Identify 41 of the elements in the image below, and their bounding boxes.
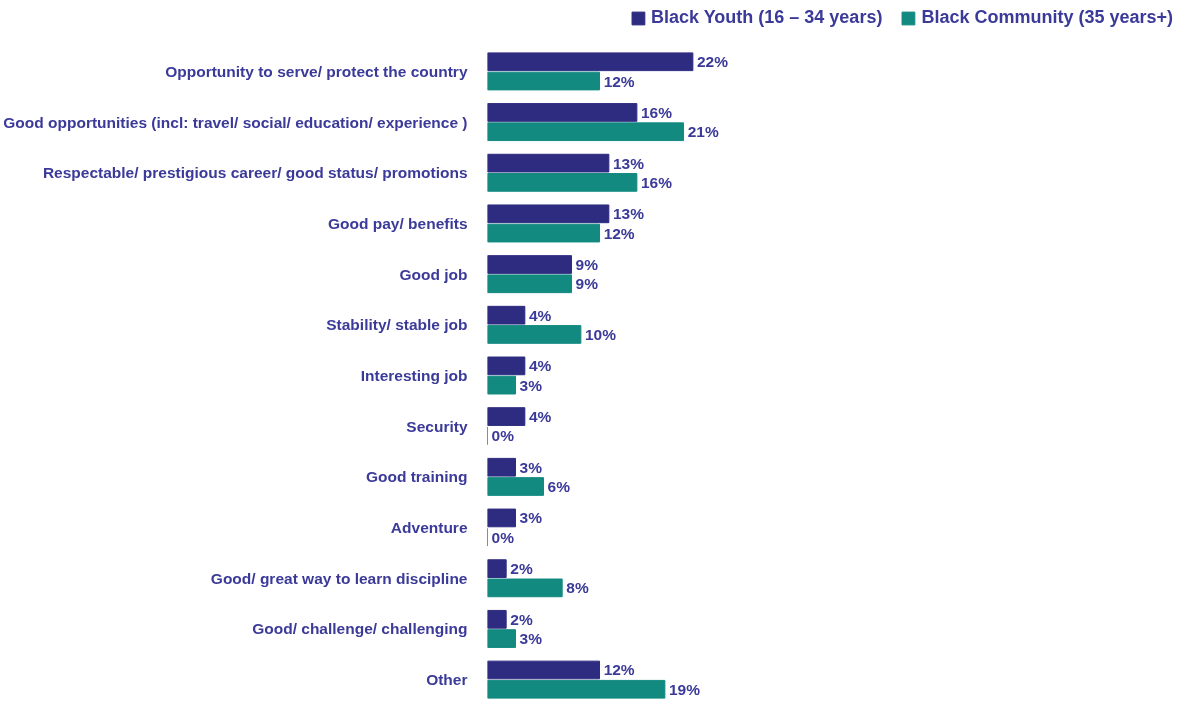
data-label: 12% bbox=[603, 72, 635, 90]
data-label: 21% bbox=[687, 123, 719, 141]
y-tick-label: Adventure bbox=[390, 519, 468, 537]
y-tick-label: Interesting job bbox=[360, 367, 468, 385]
y-tick-label: Security bbox=[406, 417, 468, 435]
data-label: 16% bbox=[640, 103, 673, 121]
data-label: 9% bbox=[575, 275, 599, 293]
data-label: 22% bbox=[696, 53, 729, 71]
y-tick-label: Good/ challenge/ challenging bbox=[252, 620, 468, 638]
y-tick-label: Opportunity to serve/ protect the country bbox=[165, 62, 468, 80]
legend-label: Black Youth (16 – 34 years) bbox=[650, 7, 883, 28]
data-label: 3% bbox=[519, 376, 543, 394]
data-label: 0% bbox=[491, 427, 515, 445]
data-label: 0% bbox=[491, 528, 515, 546]
y-tick-label: Good job bbox=[399, 265, 468, 283]
data-label: 4% bbox=[528, 306, 552, 324]
data-label: 9% bbox=[575, 256, 599, 274]
data-label: 13% bbox=[612, 154, 645, 172]
data-label: 2% bbox=[510, 610, 533, 628]
legend-label: Black Community (35 years+) bbox=[921, 7, 1173, 28]
data-label: 16% bbox=[640, 173, 673, 191]
data-label: 3% bbox=[519, 458, 543, 476]
data-label: 6% bbox=[547, 478, 571, 496]
y-tick-label: Good training bbox=[365, 468, 468, 486]
data-label: 4% bbox=[528, 357, 552, 375]
data-label: 12% bbox=[603, 661, 635, 679]
y-tick-label: Good pay/ benefits bbox=[327, 214, 468, 232]
data-label: 10% bbox=[584, 325, 617, 343]
y-tick-label: Stability/ stable job bbox=[326, 316, 468, 334]
y-tick-label: Respectable/ prestigious career/ good status/ promotions bbox=[42, 164, 468, 182]
data-label: 12% bbox=[603, 224, 635, 242]
y-tick-label: Other bbox=[426, 671, 468, 689]
data-label: 3% bbox=[519, 509, 543, 527]
y-tick-label: Good opportunities (incl: travel/ social/ education/ experience ) bbox=[3, 113, 468, 131]
y-tick-label: Good/ great way to learn discipline bbox=[210, 569, 468, 587]
data-label: 13% bbox=[612, 205, 645, 223]
data-label: 19% bbox=[668, 680, 701, 698]
data-label: 4% bbox=[528, 408, 552, 426]
data-label: 3% bbox=[519, 630, 543, 648]
data-label: 8% bbox=[566, 579, 589, 597]
data-label: 2% bbox=[510, 560, 533, 578]
